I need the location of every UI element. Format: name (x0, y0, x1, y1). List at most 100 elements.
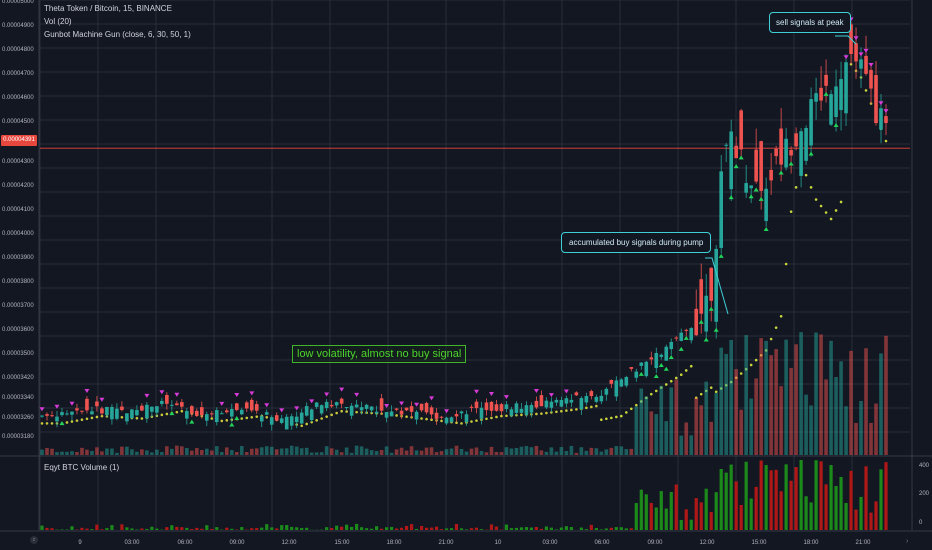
volume-bar (424, 447, 429, 455)
candle-body (209, 413, 214, 415)
trail-dot (175, 410, 179, 414)
volume-bar (569, 445, 574, 455)
candle-body (829, 94, 833, 125)
volume-legend[interactable]: Vol (20) (44, 17, 72, 26)
volume-panel-bar (599, 529, 603, 530)
candle-body (764, 188, 768, 222)
candle-body (824, 74, 828, 86)
price-axis-label: 0.00003500 (2, 351, 34, 357)
buy-signal-marker (663, 366, 669, 371)
time-axis-label: 06:00 (177, 540, 193, 546)
trail-dot (620, 414, 623, 418)
candle-body (719, 171, 723, 248)
trail-dot (520, 413, 523, 417)
volume-bar (214, 446, 219, 455)
trail-dot (610, 416, 613, 420)
volume-bar (414, 450, 419, 455)
trail-dot (779, 315, 783, 318)
candle-body (634, 371, 639, 378)
candle-body (759, 141, 763, 191)
candle-body (130, 409, 134, 419)
trail-dot (649, 392, 653, 396)
candle-body (449, 417, 454, 423)
volume-panel-bar (365, 528, 369, 530)
volume-bar (819, 334, 823, 455)
candle-body (814, 93, 818, 102)
volume-panel-bar (619, 527, 623, 530)
buy-signal-marker (778, 170, 784, 175)
volume-bar (624, 449, 629, 455)
sell-signal-marker (234, 393, 240, 398)
settings-icon[interactable]: z (30, 536, 38, 544)
candle-body (344, 407, 349, 409)
candle-body (549, 401, 554, 408)
price-axis-label: 0.00003340 (2, 395, 34, 401)
volume-panel-bar (275, 528, 279, 530)
candle-body (464, 414, 469, 422)
candle-body (454, 414, 459, 417)
candle-body (304, 406, 309, 416)
candle-body (125, 413, 129, 422)
volume-bar (95, 447, 99, 455)
volume-panel-bar (644, 494, 648, 530)
trail-dot (440, 419, 443, 423)
sell-signal-marker (843, 55, 849, 60)
time-axis-label: 21:00 (855, 540, 871, 546)
volume-bar (70, 451, 74, 455)
trail-dot (460, 422, 463, 425)
volume-panel-bar (539, 528, 544, 530)
volume-panel-bar (454, 523, 459, 530)
volume-panel-bar (175, 526, 179, 530)
volume-bar (759, 338, 763, 455)
volume-bar (75, 451, 79, 455)
candle-body (714, 248, 719, 322)
volume-panel-bar (519, 527, 524, 530)
candle-body (165, 395, 169, 404)
time-axis-label: 18:00 (803, 540, 819, 546)
volume-panel-bar (769, 470, 773, 530)
candle-body (239, 409, 244, 415)
volume-bar (304, 447, 309, 455)
price-axis-label: 0.00004300 (2, 159, 34, 165)
volume-panel-bar (829, 465, 833, 530)
candle-body (80, 410, 84, 412)
sell-signal-marker (219, 401, 225, 406)
buy-signal-marker (658, 362, 664, 367)
volume-panel-bar (569, 527, 573, 530)
candle-body (249, 399, 254, 411)
trail-dot (50, 422, 54, 425)
candle-body (494, 404, 499, 411)
volume-bar (444, 449, 449, 455)
volume-bar (289, 445, 294, 455)
trail-dot (749, 363, 753, 367)
volume-bar (394, 449, 399, 455)
volume-bar (679, 435, 684, 455)
volume-bar (699, 405, 704, 455)
candle-body (819, 87, 823, 101)
candle-body (784, 138, 788, 168)
scroll-to-realtime-icon[interactable]: › (906, 538, 909, 545)
indicator-legend[interactable]: Gunbot Machine Gun (close, 6, 30, 50, 1) (44, 30, 191, 39)
volume-panel-bar (714, 492, 718, 530)
volume-panel-bar (874, 501, 878, 530)
volume-panel-legend[interactable]: Eqyt BTC Volume (1) (44, 463, 120, 472)
trail-dot (789, 210, 793, 213)
candle-body (594, 396, 599, 402)
trail-dot (475, 419, 478, 422)
volume-panel-bar (629, 528, 633, 530)
volume-bar (175, 445, 179, 455)
candle-body (354, 404, 359, 408)
candle-body (404, 407, 409, 411)
candle-body (284, 416, 289, 430)
volume-bar (799, 332, 803, 455)
volume-bar (259, 447, 264, 455)
trail-dot (630, 407, 633, 411)
candle-body (409, 406, 414, 412)
symbol-legend[interactable]: Theta Token / Bitcoin, 15, BINANCE (44, 4, 172, 13)
volume-bar (324, 446, 329, 455)
candle-body (185, 410, 189, 419)
sell-signal-marker (384, 404, 390, 409)
candle-body (294, 416, 299, 423)
